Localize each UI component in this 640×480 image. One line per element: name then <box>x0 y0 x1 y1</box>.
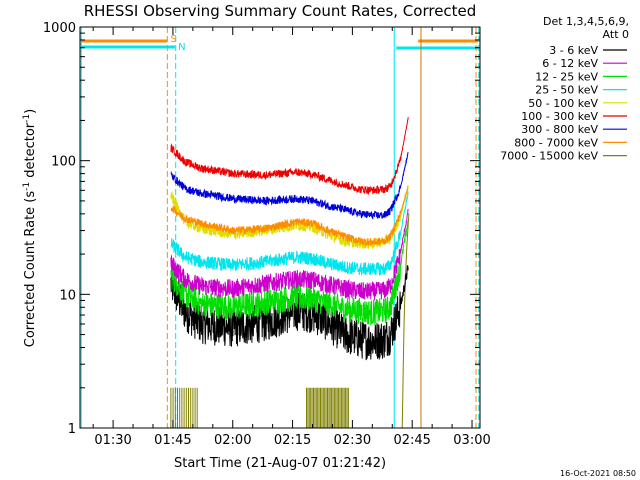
date-stamp: 16-Oct-2021 08:50 <box>560 469 636 478</box>
series-line-25-50kev <box>170 191 409 276</box>
legend-header-attenuator: Att 0 <box>603 28 629 41</box>
legend-label-8: 7000 - 15000 keV <box>500 150 598 163</box>
y-axis-label-sup1: -1 <box>22 182 32 191</box>
series-line-800-7000kev <box>170 185 409 246</box>
y-tick-label-2: 100 <box>51 155 76 170</box>
y-tick-label-1: 10 <box>59 288 76 303</box>
legend-label-7: 800 - 7000 keV <box>514 136 598 149</box>
chart-title: RHESSI Observing Summary Count Rates, Co… <box>84 2 477 20</box>
y-axis: 1 10 100 1000 <box>43 21 480 437</box>
x-axis-label: Start Time (21-Aug-07 01:21:42) <box>174 456 386 471</box>
y-axis-label-part1: Corrected Count Rate (s <box>23 191 38 348</box>
plot-area: SN <box>79 26 481 429</box>
legend-label-4: 50 - 100 keV <box>528 97 598 110</box>
flag-label-n: N <box>178 42 185 53</box>
series-line-6-12kev <box>170 208 409 301</box>
x-axis: 01:30 01:45 02:00 02:15 02:30 02:45 03:00 <box>92 27 491 448</box>
x-tick-label-5: 02:45 <box>393 433 430 448</box>
y-tick-label-0: 1 <box>68 422 76 437</box>
y-axis-label-sup2: -1 <box>22 114 32 123</box>
x-tick-label-6: 03:00 <box>453 433 490 448</box>
legend-label-6: 300 - 800 keV <box>521 123 598 136</box>
x-tick-label-0: 01:30 <box>94 433 131 448</box>
series-line-300-800kev <box>170 151 409 220</box>
x-tick-label-4: 02:30 <box>334 433 371 448</box>
series-line-50-100kev <box>170 187 409 250</box>
y-axis-label-part3: ) <box>23 109 38 114</box>
legend-label-5: 100 - 300 keV <box>521 110 598 123</box>
y-tick-label-3: 1000 <box>43 21 76 36</box>
plot-frame <box>79 26 481 429</box>
legend-label-3: 25 - 50 keV <box>535 84 598 97</box>
legend-label-2: 12 - 25 keV <box>535 70 598 83</box>
y-axis-label: Corrected Count Rate (s-1 detector-1) <box>22 109 38 347</box>
x-tick-label-3: 02:15 <box>274 433 311 448</box>
series-7000-15000-kev-spikes <box>170 387 349 428</box>
flag-label-s: S <box>171 34 177 45</box>
series-line-100-300kev <box>170 117 409 196</box>
x-tick-label-1: 01:45 <box>154 433 191 448</box>
series-line-12-25kev <box>170 221 409 326</box>
legend-header-detectors: Det 1,3,4,5,6,9, <box>543 15 629 28</box>
x-tick-label-2: 02:00 <box>214 433 251 448</box>
legend-label-1: 6 - 12 keV <box>542 57 598 70</box>
legend-label-0: 3 - 6 keV <box>549 44 598 57</box>
series-line-3-6kev <box>170 265 409 361</box>
y-axis-label-part2: detector <box>23 122 38 182</box>
